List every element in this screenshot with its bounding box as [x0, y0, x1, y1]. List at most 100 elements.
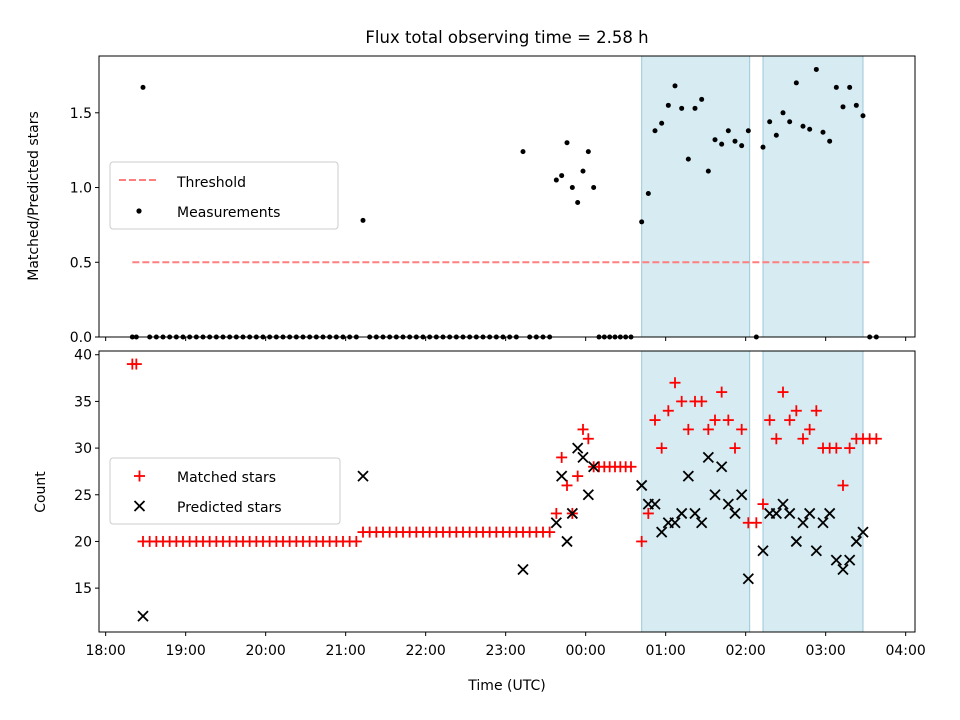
measurement-point-100: [780, 110, 786, 116]
predicted-point-5: [561, 535, 573, 548]
top-plot-frame: [98, 55, 916, 338]
predicted-point-36: [810, 545, 822, 557]
measurement-point-65: [559, 173, 565, 179]
bottom-x-ticks: 18:00 19:00 20:00 21:00 22:00 23:00 00:00 01:00…: [85, 632, 926, 659]
matched-point-90: [709, 414, 721, 426]
predicted-point-24: [722, 498, 734, 510]
predicted-point-10: [588, 461, 600, 473]
matched-point-108: [830, 442, 842, 454]
measurement-point-101: [787, 119, 793, 125]
bottom-y-tick-label-1: 20: [74, 534, 92, 550]
measurement-point-67: [569, 185, 575, 191]
measurement-point-70: [585, 149, 591, 155]
measurement-point-103: [800, 123, 806, 129]
measurement-point-108: [833, 84, 839, 90]
matched-point-1: [130, 358, 142, 370]
measurement-point-79: [639, 219, 645, 225]
matched-point-83: [662, 405, 674, 417]
predicted-point-35: [804, 507, 816, 520]
predicted-point-23: [716, 461, 728, 473]
top-shaded-interval-2: [762, 55, 864, 338]
measurement-point-66: [564, 140, 570, 146]
legend-matched-label: Matched stars: [177, 470, 276, 486]
bottom-shaded-interval-1: [641, 350, 751, 633]
legend-matched-swatch: [134, 470, 145, 482]
top-y-ticks: 0.0 0.5 1.0 1.5: [70, 106, 99, 346]
predicted-point-6: [566, 507, 578, 520]
matched-point-104: [804, 423, 816, 435]
matched-point-92: [722, 414, 734, 426]
count-points: [126, 358, 882, 622]
x-tick-label-7: 01:00: [645, 643, 685, 659]
measurement-point-84: [672, 83, 678, 89]
legend-threshold-label: Threshold: [176, 175, 246, 191]
predicted-point-8: [577, 451, 589, 464]
bottom-y-ticks: 15 20 25 30 35 40: [74, 348, 99, 597]
bottom-y-tick-label-5: 40: [74, 348, 92, 364]
predicted-point-16: [669, 517, 681, 529]
bottom-y-tick-label-0: 15: [74, 581, 92, 597]
x-tick-label-4: 22:00: [405, 643, 445, 659]
measurement-point-80: [645, 191, 651, 197]
matched-point-79: [636, 535, 648, 547]
top-x-ticks: [105, 337, 907, 341]
measurement-point-107: [827, 138, 833, 144]
matched-point-70: [582, 433, 594, 445]
measurement-point-99: [773, 132, 779, 138]
measurement-point-110: [847, 84, 853, 90]
matched-point-110: [844, 442, 856, 454]
predicted-point-17: [676, 507, 688, 520]
matched-point-66: [561, 479, 573, 491]
bottom-plot-frame: [98, 350, 916, 633]
legend-predicted-label: Predicted stars: [177, 500, 282, 516]
predicted-point-21: [702, 451, 714, 464]
predicted-point-41: [844, 554, 856, 566]
x-tick-label-3: 21:00: [325, 643, 365, 659]
predicted-point-26: [736, 489, 748, 501]
matched-point-81: [649, 414, 661, 426]
predicted-point-3: [550, 517, 562, 529]
measurement-point-91: [719, 141, 725, 147]
predicted-point-32: [784, 507, 796, 520]
matched-point-85: [676, 395, 688, 407]
measurement-point-109: [840, 104, 846, 110]
bottom-legend-box: [109, 457, 341, 525]
matched-point-102: [790, 405, 802, 417]
measurement-point-105: [813, 66, 819, 72]
measurement-point-112: [860, 113, 866, 119]
measurement-point-81: [652, 128, 658, 134]
x-axis-label: Time (UTC): [467, 678, 545, 694]
predicted-point-2: [517, 563, 529, 576]
matched-point-100: [777, 386, 789, 398]
top-shaded-interval-1: [641, 55, 751, 338]
matched-point-68: [572, 470, 584, 482]
measurement-point-82: [659, 120, 665, 126]
matched-point-80: [642, 507, 654, 519]
predicted-point-40: [837, 563, 849, 576]
measurement-point-90: [712, 137, 718, 143]
matched-point-34: [350, 535, 362, 547]
matched-point-99: [770, 433, 782, 445]
predicted-point-18: [682, 470, 694, 482]
measurement-point-83: [665, 102, 671, 108]
measurement-point-85: [679, 105, 685, 111]
measurement-point-104: [807, 126, 813, 132]
top-y-axis-label: Matched/Predicted stars: [26, 111, 42, 281]
predicted-point-4: [556, 470, 568, 482]
matched-point-82: [656, 442, 668, 454]
matched-point-105: [810, 405, 822, 417]
predicted-point-11: [636, 479, 648, 492]
top-legend: Threshold Measurements: [109, 161, 339, 230]
matched-point-78: [625, 461, 637, 473]
matched-point-101: [784, 414, 796, 426]
top-legend-box: [109, 161, 339, 230]
predicted-point-1: [357, 470, 369, 482]
x-tick-label-10: 04:00: [885, 643, 925, 659]
bottom-y-tick-label-3: 30: [74, 441, 92, 457]
measurement-point-59: [520, 149, 526, 155]
measurement-point-88: [699, 96, 705, 102]
matched-point-93: [729, 442, 741, 454]
top-shaded-intervals: [641, 55, 864, 338]
bottom-shaded-interval-2: [762, 350, 864, 633]
